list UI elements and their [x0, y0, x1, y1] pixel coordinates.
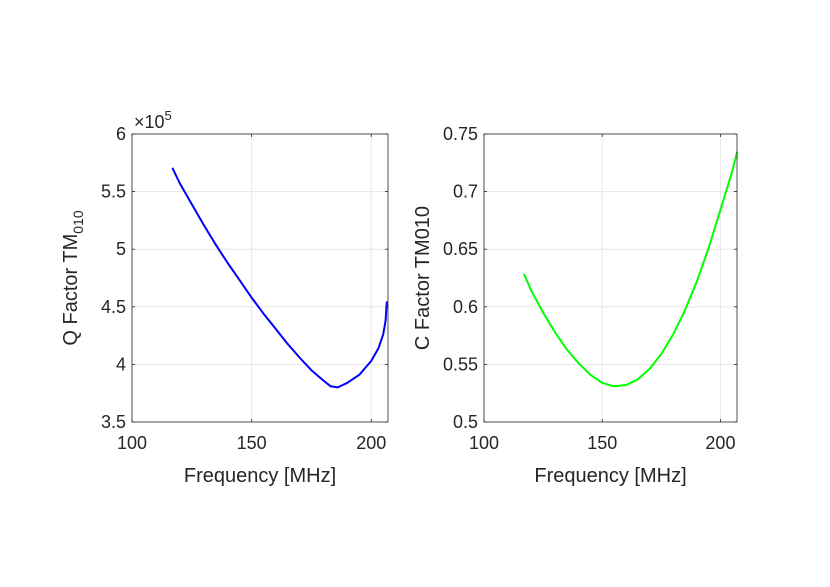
- q-factor-y-tick-label: 5.5: [101, 182, 126, 202]
- q-factor-y-tick-label: 4: [116, 354, 126, 374]
- q-factor-y-tick-label: 4.5: [101, 297, 126, 317]
- q-factor-y-axis-label: Q Factor TM010: [60, 210, 86, 345]
- c-factor-y-tick-label: 0.6: [453, 297, 478, 317]
- q-factor-x-tick-label: 150: [237, 433, 267, 453]
- c-factor-axes-box: [483, 133, 738, 423]
- c-factor-y-tick-label: 0.65: [443, 239, 478, 259]
- c-factor-y-tick-label: 0.5: [453, 412, 478, 432]
- c-factor-y-tick-label: 0.75: [443, 124, 478, 144]
- q-factor-y-tick-label: 5: [116, 239, 126, 259]
- c-factor-x-tick-label: 200: [705, 433, 735, 453]
- q-factor-y-axis-label-sub: 010: [70, 210, 86, 234]
- q-factor-x-tick-label: 200: [356, 433, 386, 453]
- c-factor-ticks: 100 150 200 0.5 0.55 0.6 0.65 0.7 0.75: [443, 124, 737, 453]
- c-factor-plot: 100 150 200 0.5 0.55 0.6 0.65 0.7 0.75 Frequency…: [412, 124, 738, 487]
- exponent-power: 5: [165, 108, 172, 123]
- c-factor-series: [523, 151, 738, 388]
- q-factor-x-axis-label: Frequency [MHz]: [184, 465, 336, 487]
- q-factor-y-axis-label-main: Q Factor TM: [60, 234, 82, 346]
- c-factor-y-axis-label: C Factor TM010: [412, 206, 434, 350]
- q-factor-y-tick-label: 3.5: [101, 412, 126, 432]
- q-factor-plot: 100 150 200 3.5 4 4.5 5 5.5 6 Frequency [MHz] Q …: [60, 108, 389, 487]
- c-factor-x-tick-label: 100: [469, 433, 499, 453]
- q-factor-x-tick-label: 100: [117, 433, 147, 453]
- q-factor-plot-area: [132, 134, 388, 422]
- q-factor-y-tick-label: 6: [116, 124, 126, 144]
- q-factor-series: [171, 167, 388, 389]
- exponent-base: ×10: [134, 112, 165, 132]
- c-factor-y-tick-label: 0.7: [453, 182, 478, 202]
- c-factor-x-tick-label: 150: [587, 433, 617, 453]
- q-factor-series-line: [171, 167, 388, 389]
- c-factor-series-line: [523, 151, 738, 388]
- q-factor-exponent-label: ×105: [134, 108, 172, 132]
- c-factor-x-axis-label: Frequency [MHz]: [534, 465, 686, 487]
- c-factor-y-tick-label: 0.55: [443, 354, 478, 374]
- q-factor-ticks: 100 150 200 3.5 4 4.5 5 5.5 6: [101, 124, 388, 453]
- q-factor-axes-box: [131, 133, 389, 423]
